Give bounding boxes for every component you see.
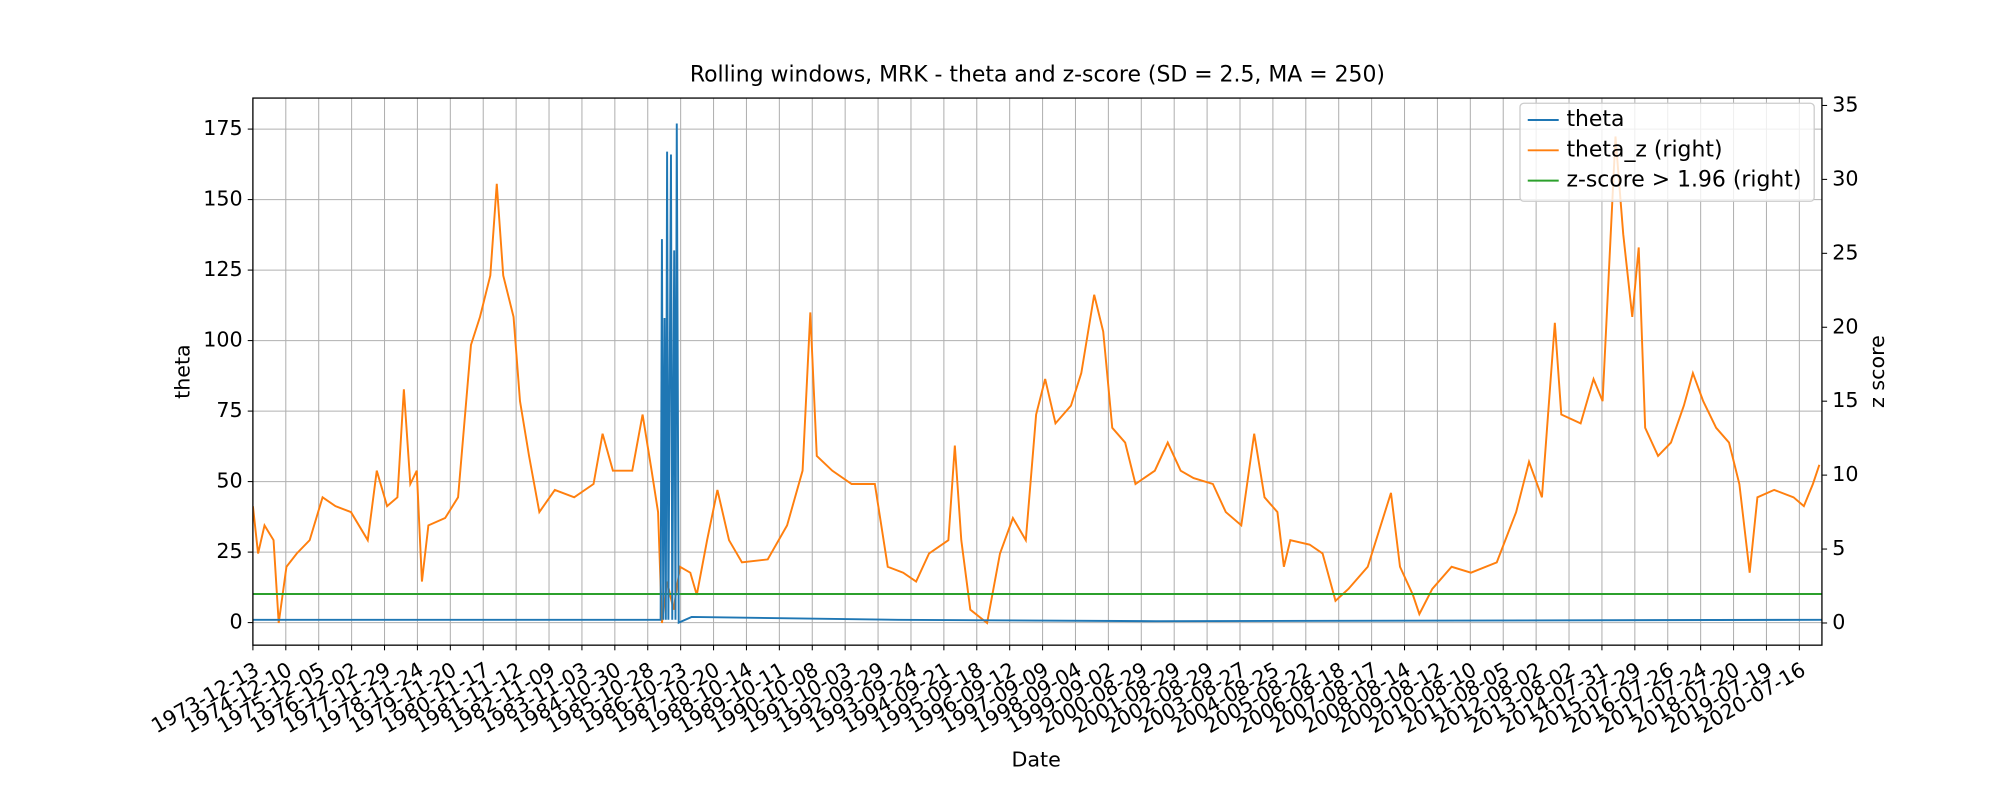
- y2-tick-label: 30: [1832, 166, 1858, 190]
- y-tick-label: 150: [203, 187, 242, 211]
- y2-tick-label: 0: [1832, 610, 1845, 634]
- y-axis-label: theta: [171, 344, 195, 399]
- y-tick-label: 175: [203, 116, 242, 140]
- y-tick-label: 100: [203, 328, 242, 352]
- y2-tick-label: 20: [1832, 314, 1858, 338]
- legend-label: z-score > 1.96 (right): [1566, 168, 1801, 193]
- legend-label: theta_z (right): [1566, 137, 1722, 162]
- legend-label: theta: [1566, 107, 1624, 132]
- chart-title: Rolling windows, MRK - theta and z-score…: [690, 62, 1385, 87]
- legend-box: [1519, 102, 1815, 202]
- y2-tick-label: 25: [1832, 240, 1858, 264]
- series-line: [252, 123, 1822, 625]
- y2-axis-label: z score: [1865, 335, 1889, 408]
- series-line: [252, 136, 1821, 625]
- y-tick-label: 50: [216, 469, 242, 493]
- x-axis-label: Date: [1011, 747, 1060, 771]
- y2-tick-label: 10: [1832, 462, 1858, 486]
- y-tick-label: 125: [203, 257, 242, 281]
- y2-tick-label: 35: [1832, 92, 1858, 116]
- y2-tick-label: 5: [1832, 536, 1845, 560]
- y-tick-label: 75: [216, 398, 242, 422]
- y2-tick-label: 15: [1832, 388, 1858, 412]
- y-tick-label: 0: [229, 610, 242, 634]
- plot-frame: [252, 97, 1823, 646]
- y-tick-label: 25: [216, 539, 242, 563]
